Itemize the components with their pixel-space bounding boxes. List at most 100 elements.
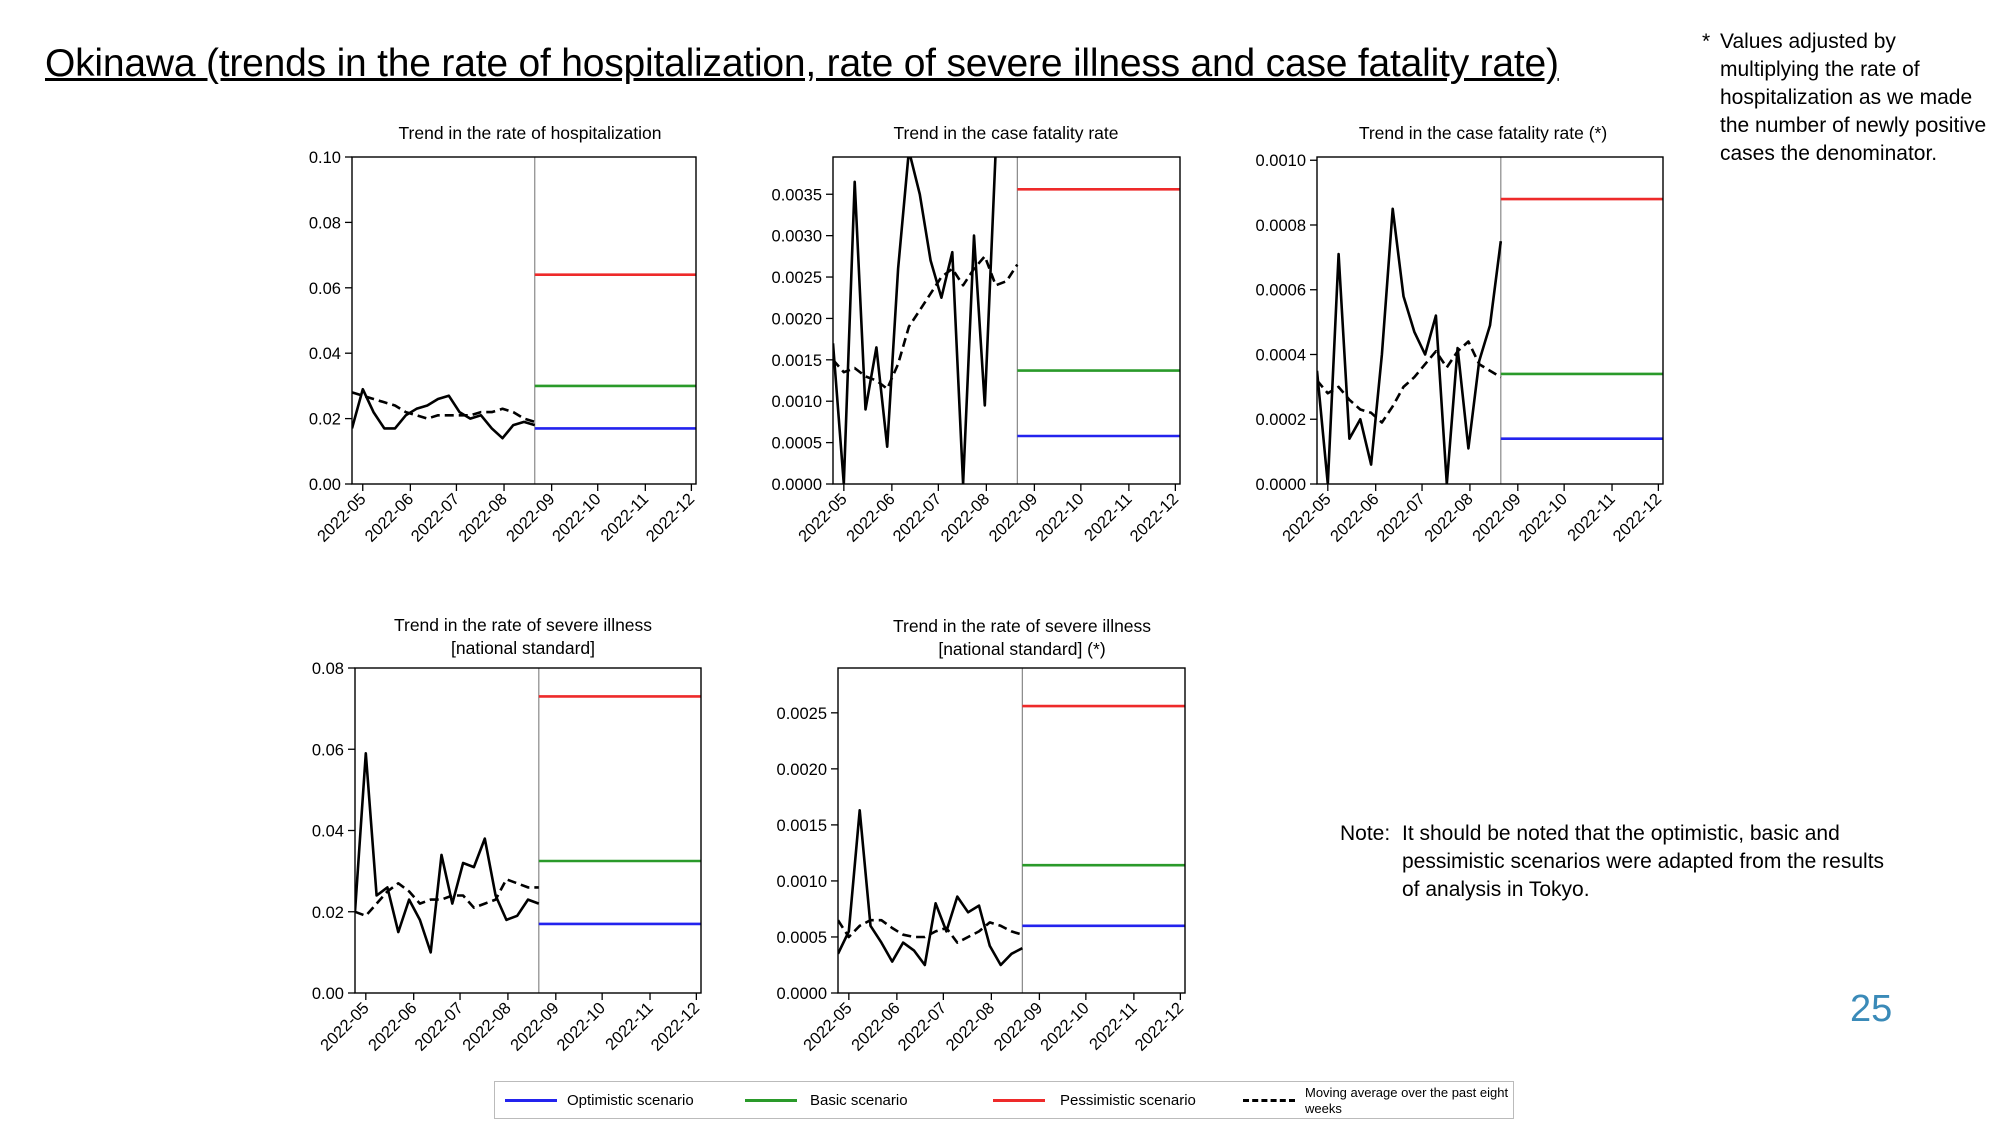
- x-tick-label: 2022-09: [991, 999, 1047, 1055]
- plot-frame: [837, 667, 1186, 994]
- x-tick-label: 2022-11: [1086, 999, 1141, 1054]
- y-tick-label: 0.06: [312, 741, 344, 759]
- chart-panel-5: Trend in the rate of severe illness [nati…: [777, 616, 1188, 1055]
- x-tick-label: 2022-11: [1564, 490, 1619, 545]
- legend: Optimistic scenario Basic scenario Pessi…: [494, 1081, 1514, 1119]
- y-tick-label: 0.02: [309, 411, 341, 429]
- x-tick-label: 2022-05: [317, 999, 373, 1055]
- footnote-text: Values adjusted by multiplying the rate …: [1720, 30, 1987, 165]
- series-observed: [355, 751, 540, 954]
- x-tick-label: 2022-08: [1421, 490, 1477, 546]
- y-tick-label: 0.0010: [772, 393, 822, 411]
- chart-title: Trend in the case fatality rate: [893, 123, 1118, 143]
- x-tick-label: 2022-08: [943, 999, 999, 1055]
- y-tick-label: 0.0004: [1256, 346, 1306, 364]
- y-tick-label: 0.0000: [772, 476, 822, 494]
- x-tick-label: 2022-10: [1037, 999, 1093, 1055]
- legend-item-basic: Basic scenario: [740, 1082, 980, 1118]
- chart-panel-1: Trend in the rate of hospitalization 0.00…: [309, 123, 698, 546]
- series-moving-average: [352, 391, 536, 424]
- chart-title: [national standard]: [451, 638, 595, 658]
- x-tick-label: 2022-09: [1469, 490, 1525, 546]
- x-tick-label: 2022-12: [1127, 490, 1183, 546]
- x-tick-label: 2022-06: [365, 999, 421, 1055]
- x-tick-label: 2022-10: [1515, 490, 1571, 546]
- legend-swatch-pessimistic: [993, 1099, 1045, 1102]
- y-tick-label: 0.0015: [777, 817, 827, 835]
- chart-title: Trend in the rate of hospitalization: [399, 123, 662, 143]
- x-tick-label: 2022-11: [1081, 490, 1136, 545]
- x-tick-label: 2022-10: [553, 999, 609, 1055]
- legend-item-pessimistic: Pessimistic scenario: [990, 1082, 1230, 1118]
- y-tick-label: 0.0025: [777, 705, 827, 723]
- x-tick-label: 2022-11: [602, 999, 657, 1054]
- y-tick-label: 0.02: [312, 904, 344, 922]
- series-observed: [1317, 207, 1503, 484]
- chart-panel-3: Trend in the case fatality rate (*) 0.000…: [1256, 123, 1666, 546]
- series-moving-average: [355, 877, 539, 918]
- x-tick-label: 2022-10: [1032, 490, 1088, 546]
- x-tick-label: 2022-05: [314, 490, 370, 546]
- y-tick-label: 0.0020: [777, 761, 827, 779]
- chart-panel-2: Trend in the case fatality rate 0.0000 0.0…: [772, 123, 1183, 546]
- x-tick-label: 2022-09: [986, 490, 1042, 546]
- y-tick-label: 0.0000: [777, 985, 827, 1003]
- x-tick-label: 2022-07: [890, 490, 946, 546]
- chart-title: Trend in the rate of severe illness: [893, 616, 1151, 636]
- legend-label-basic: Basic scenario: [810, 1092, 908, 1109]
- series-observed: [833, 157, 997, 484]
- y-tick-label: 0.0010: [1256, 152, 1306, 170]
- x-tick-label: 2022-09: [503, 490, 559, 546]
- x-tick-label: 2022-08: [455, 490, 511, 546]
- page-number: 25: [1850, 988, 1893, 1030]
- series-moving-average: [833, 254, 1019, 391]
- series-observed: [838, 808, 1023, 967]
- y-tick-label: 0.0006: [1256, 282, 1306, 300]
- note-text: It should be noted that the optimistic, …: [1402, 822, 1885, 901]
- x-tick-label: 2022-11: [597, 490, 652, 545]
- x-tick-label: 2022-12: [648, 999, 704, 1055]
- x-tick-label: 2022-06: [843, 490, 899, 546]
- legend-item-optimistic: Optimistic scenario: [495, 1082, 735, 1118]
- note-label: Note:: [1340, 822, 1391, 845]
- chart-title: Trend in the rate of severe illness: [394, 615, 652, 635]
- y-tick-label: 0.0005: [777, 929, 827, 947]
- legend-swatch-moving-average: [1243, 1099, 1295, 1102]
- x-tick-label: 2022-07: [411, 999, 467, 1055]
- x-tick-label: 2022-08: [459, 999, 515, 1055]
- x-tick-label: 2022-06: [362, 490, 418, 546]
- legend-swatch-optimistic: [505, 1099, 557, 1102]
- y-tick-label: 0.00: [312, 985, 344, 1003]
- x-tick-label: 2022-12: [1132, 999, 1188, 1055]
- y-tick-label: 0.04: [309, 345, 341, 363]
- x-tick-label: 2022-12: [643, 490, 699, 546]
- plot-frame: [832, 156, 1181, 485]
- x-tick-label: 2022-07: [1373, 490, 1429, 546]
- y-tick-label: 0.0008: [1256, 217, 1306, 235]
- x-tick-label: 2022-07: [895, 999, 951, 1055]
- y-tick-label: 0.0015: [772, 352, 822, 370]
- legend-item-moving-average: Moving average over the past eight weeks: [1240, 1082, 1510, 1118]
- plot-frame: [354, 667, 702, 994]
- x-tick-label: 2022-12: [1610, 490, 1666, 546]
- series-moving-average: [838, 918, 1023, 944]
- x-tick-label: 2022-05: [1279, 490, 1335, 546]
- y-tick-label: 0.0010: [777, 873, 827, 891]
- plot-frame: [351, 156, 697, 485]
- x-tick-label: 2022-10: [549, 490, 605, 546]
- chart-title: Trend in the case fatality rate (*): [1359, 123, 1607, 143]
- y-tick-label: 0.0002: [1256, 411, 1306, 429]
- plot-frame: [1316, 156, 1664, 485]
- chart-title: [national standard] (*): [938, 639, 1105, 659]
- footnote-mark: *: [1702, 30, 1711, 53]
- legend-label-moving-average: Moving average over the past eight weeks: [1305, 1085, 1509, 1116]
- y-tick-label: 0.08: [312, 660, 344, 678]
- x-tick-label: 2022-07: [408, 490, 464, 546]
- y-tick-label: 0.00: [309, 476, 341, 494]
- y-tick-label: 0.10: [309, 149, 341, 167]
- x-tick-label: 2022-06: [848, 999, 904, 1055]
- x-tick-label: 2022-06: [1327, 490, 1383, 546]
- page-title: Okinawa (trends in the rate of hospitali…: [45, 42, 1559, 85]
- series-moving-average: [1317, 340, 1502, 424]
